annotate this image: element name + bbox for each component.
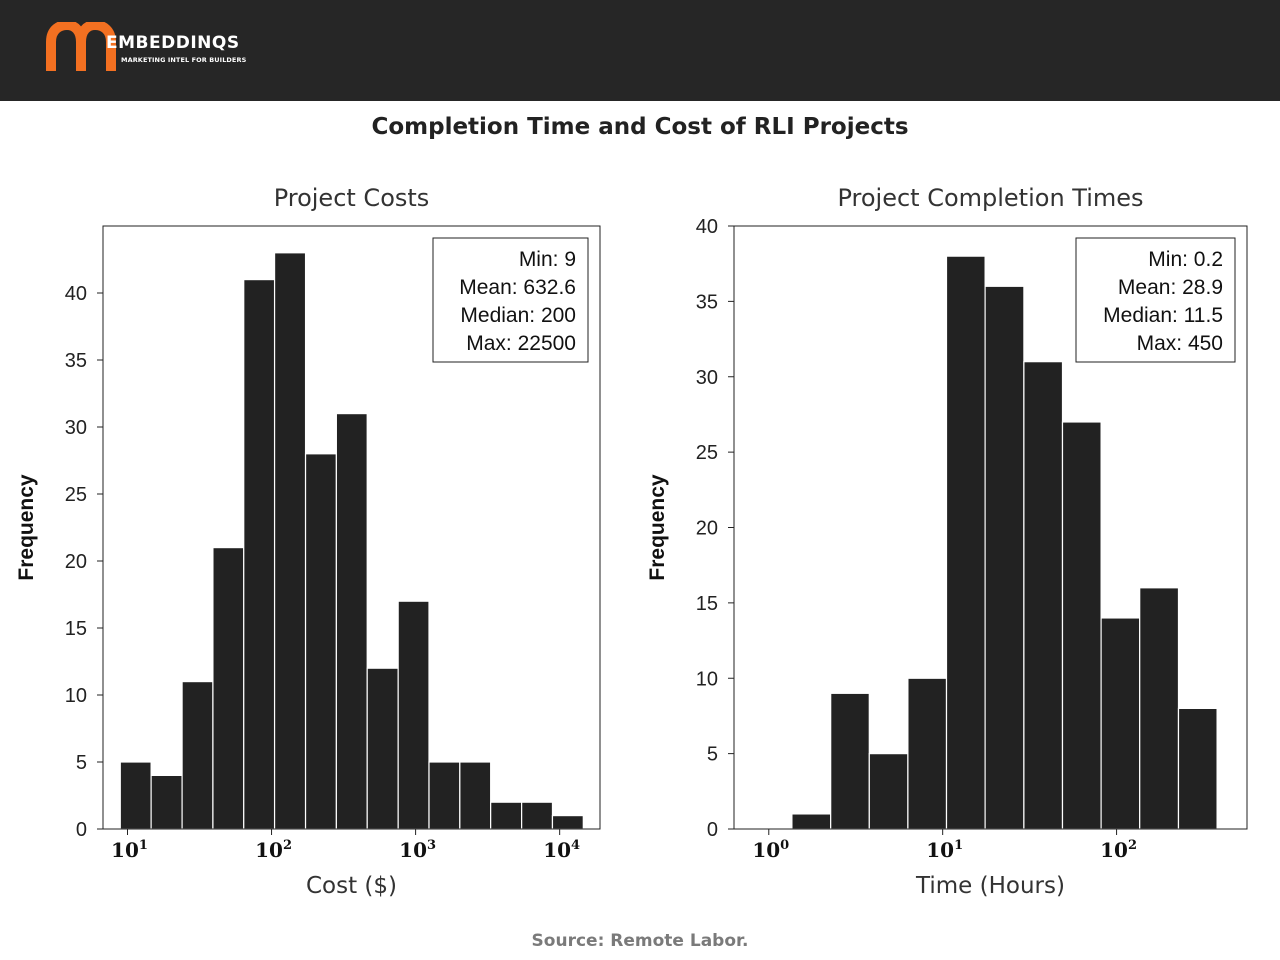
x-tick-exponent: 4 [571,838,580,853]
histogram-bar [490,801,523,830]
histogram-bar [1139,587,1180,830]
histogram-bar [1100,617,1141,830]
x-tick-label: 102 [1100,838,1137,862]
stats-box [432,237,589,363]
y-tick-label: 0 [707,819,718,841]
histogram-bar [335,413,368,830]
stats-line: Median: 200 [460,304,576,327]
embeddinqs-logo-icon [46,22,116,71]
y-tick-label: 30 [696,367,718,389]
histogram-bar [521,801,554,830]
y-tick-label: 35 [696,291,718,313]
y-tick-label: 35 [65,350,87,372]
plot-frame [102,225,601,830]
stats-box [1075,237,1236,363]
y-tick-label: 15 [696,593,718,615]
histogram-bar [1177,707,1218,830]
y-tick-label: 20 [65,551,87,573]
y-axis-label: Frequency [15,474,38,581]
x-tick-exponent: 1 [139,838,148,853]
stats-line: Min: 9 [519,248,576,271]
histogram-bar [243,279,276,830]
x-tick-label: 100 [752,838,789,862]
chart-title: Project Completion Times [837,184,1143,212]
x-tick-exponent: 0 [780,838,789,853]
stats-line: Min: 0.2 [1148,248,1223,271]
histogram-bar [907,677,948,830]
x-tick-base: 10 [543,838,571,862]
histogram-bar [1061,421,1102,830]
x-tick-base: 10 [1100,838,1128,862]
brand-name: EMBEDDINQS [106,33,240,53]
header-bar: EMBEDDINQS MARKETING INTEL FOR BUILDERS [0,0,1280,101]
x-tick-label: 104 [543,838,580,862]
stats-line: Median: 11.5 [1103,304,1223,327]
x-tick-label: 101 [111,838,148,862]
y-tick-label: 5 [76,752,87,774]
stats-line: Mean: 28.9 [1118,276,1223,299]
y-tick-label: 0 [76,819,87,841]
histogram-bar [366,667,399,830]
source-note: Source: Remote Labor. [531,931,749,951]
y-tick-label: 30 [65,417,87,439]
stats-line: Max: 22500 [466,332,576,355]
x-tick-base: 10 [752,838,780,862]
x-tick-base: 10 [255,838,283,862]
page-title: Completion Time and Cost of RLI Projects [371,114,909,140]
y-tick-label: 25 [696,442,718,464]
y-tick-label: 10 [696,668,718,690]
y-tick-label: 25 [65,484,87,506]
y-tick-label: 20 [696,518,718,540]
chart-title: Project Costs [274,184,430,212]
project-completion-times-chart: Project Completion Times0510152025303540… [646,184,1248,899]
y-tick-label: 40 [65,283,87,305]
x-tick-base: 10 [926,838,954,862]
x-tick-base: 10 [111,838,139,862]
y-tick-label: 40 [696,216,718,238]
x-tick-exponent: 1 [954,838,963,853]
x-tick-label: 103 [399,838,436,862]
x-tick-base: 10 [399,838,427,862]
y-tick-label: 15 [65,618,87,640]
histogram-bar [181,680,214,830]
histogram-bar [984,285,1025,830]
x-axis-label: Time (Hours) [915,873,1065,899]
histogram-bar [945,255,986,830]
histogram-bar [1023,361,1064,830]
histogram-bar [830,692,870,830]
stats-line: Max: 450 [1137,332,1223,355]
histogram-bars [791,255,1218,830]
histogram-bar [791,813,832,830]
x-tick-exponent: 2 [283,838,292,853]
histogram-bar [868,753,909,830]
y-axis-label: Frequency [646,474,669,581]
x-tick-exponent: 3 [427,838,436,853]
brand-tagline: MARKETING INTEL FOR BUILDERS [121,56,247,64]
histogram-bar [428,761,461,830]
histogram-bar [304,453,337,830]
x-tick-label: 101 [926,838,963,862]
y-tick-label: 5 [707,744,718,766]
y-tick-label: 10 [65,685,87,707]
x-tick-exponent: 2 [1128,838,1137,853]
x-tick-label: 102 [255,838,292,862]
x-axis-label: Cost ($) [306,873,397,899]
stats-line: Mean: 632.6 [459,276,576,299]
